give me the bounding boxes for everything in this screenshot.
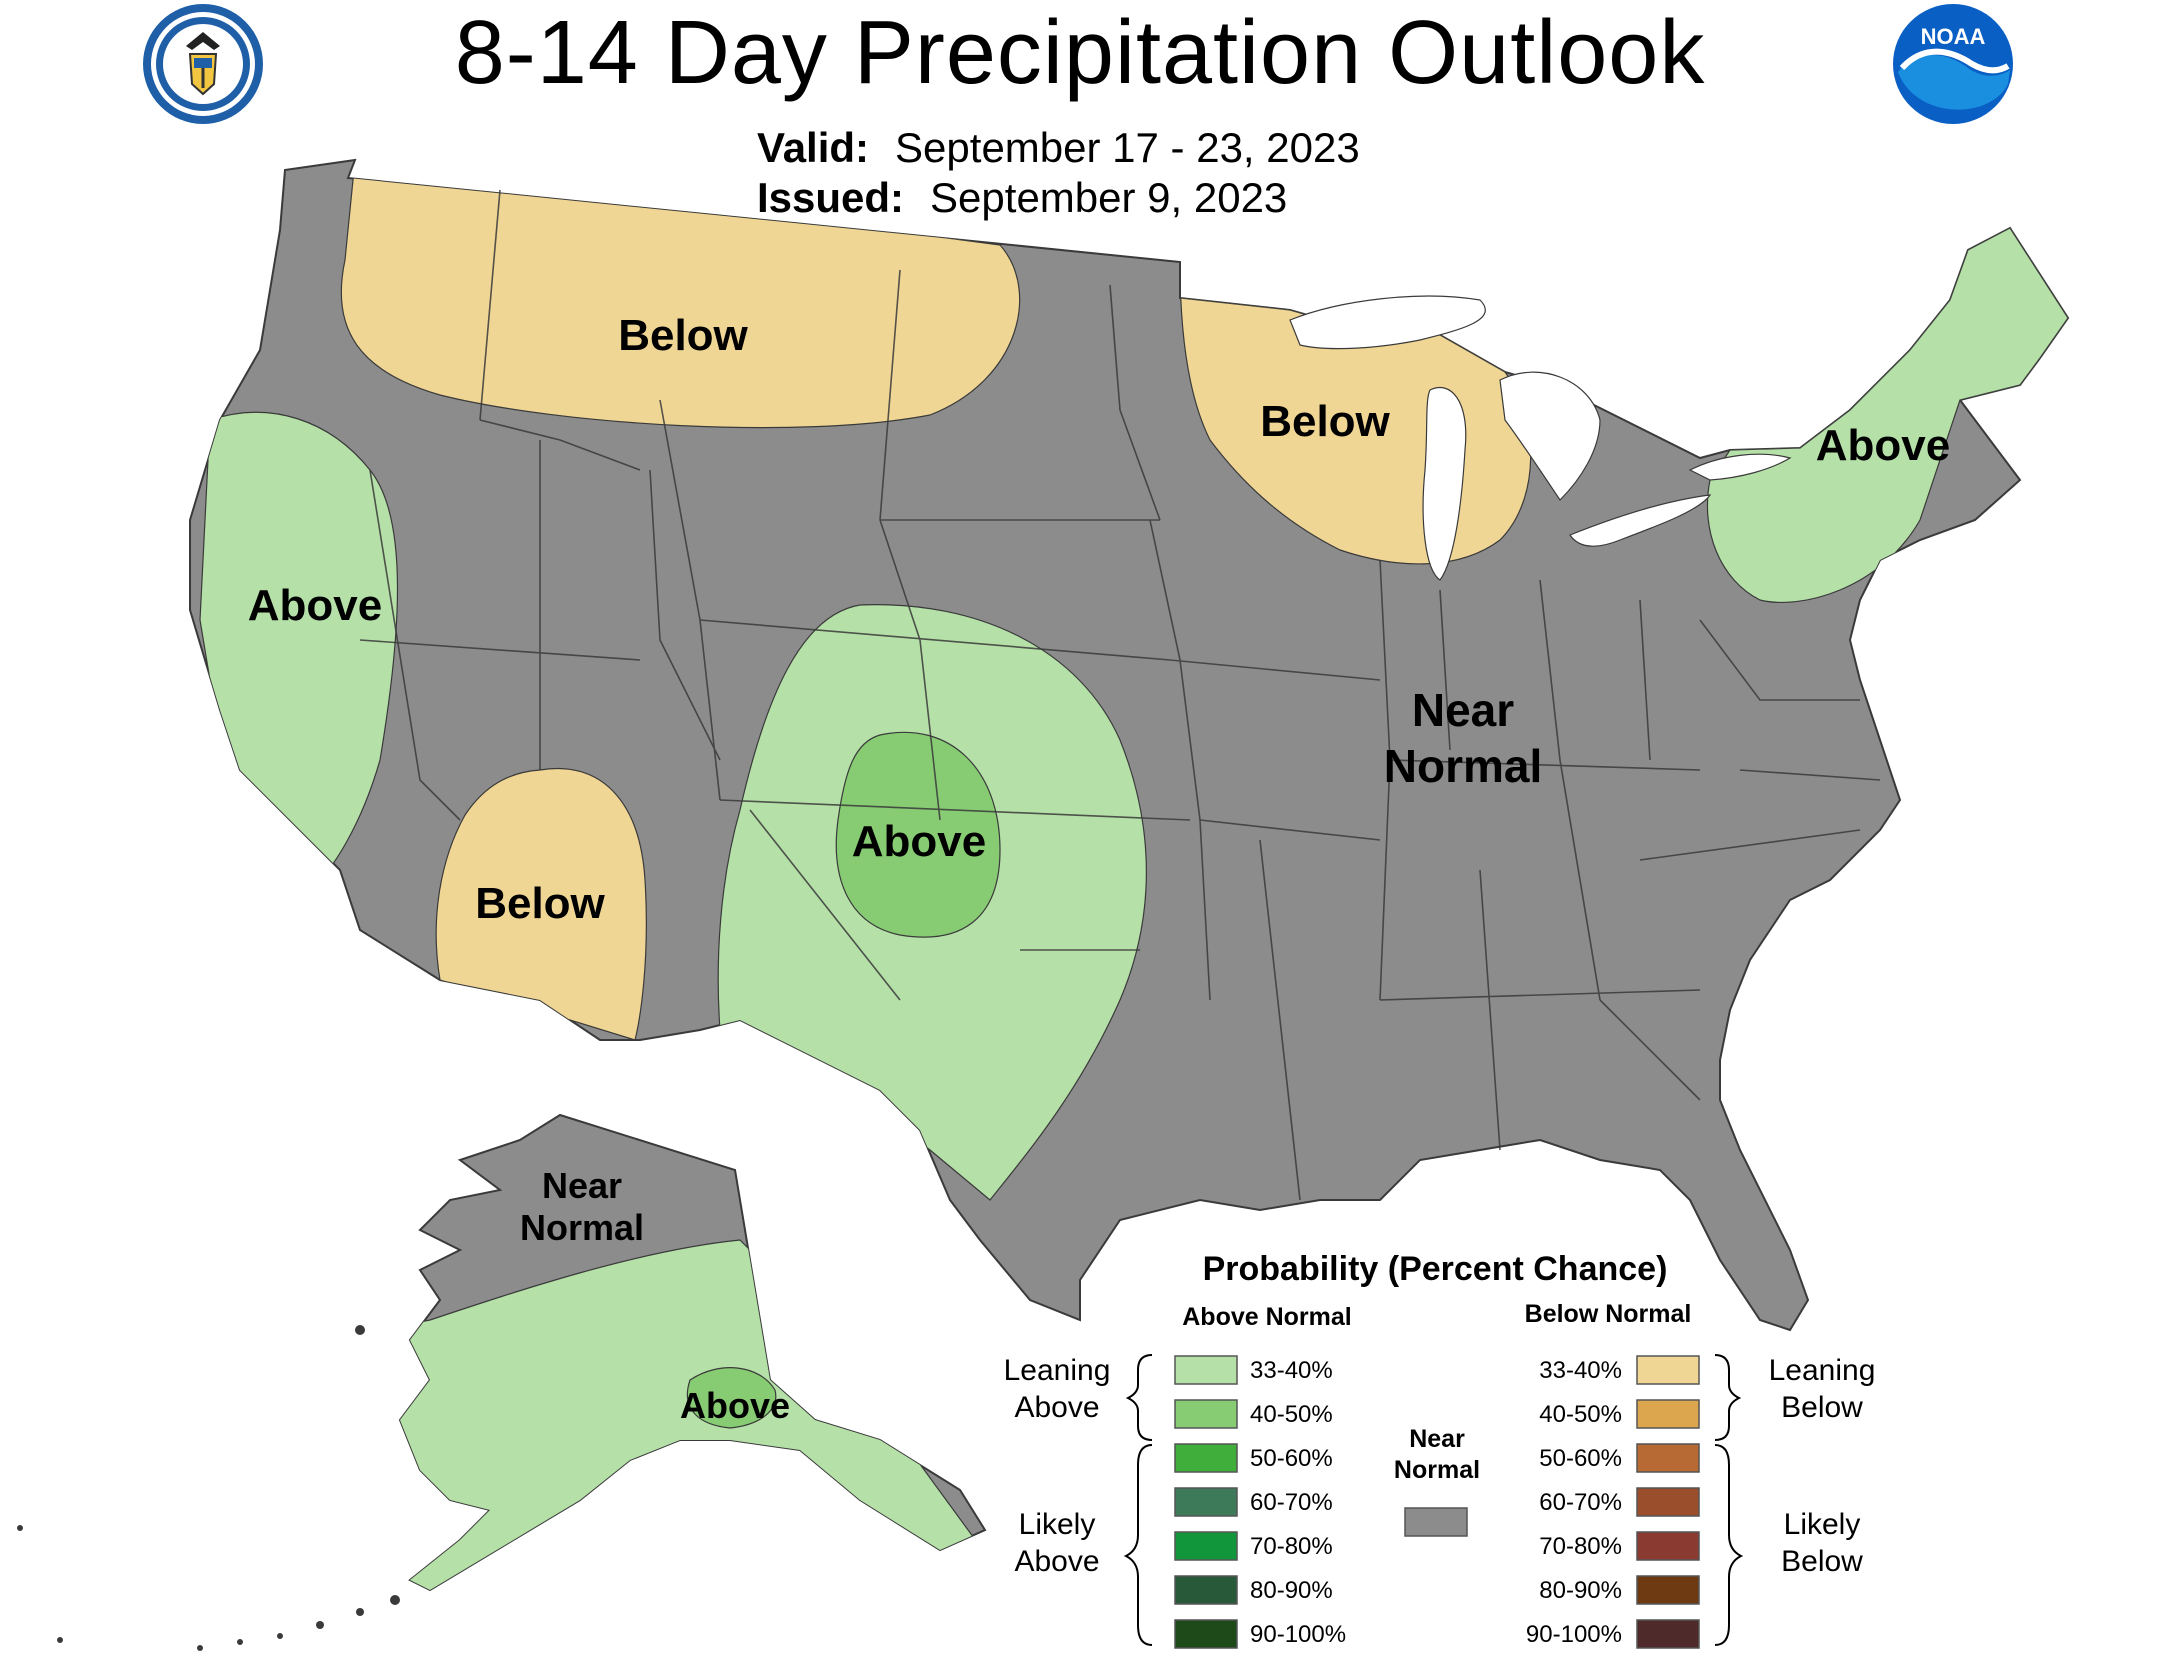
legend-likely-below-line1: Likely bbox=[1784, 1508, 1861, 1541]
west-coast-above-region bbox=[199, 411, 399, 881]
below-swatch-label-0: 33-40% bbox=[1539, 1357, 1622, 1384]
label-near-normal-line1: Near bbox=[1412, 684, 1514, 736]
great-lakes bbox=[1289, 295, 1792, 581]
above-swatch-label-0: 33-40% bbox=[1250, 1357, 1333, 1384]
below-swatch-label-2: 50-60% bbox=[1539, 1445, 1622, 1472]
noaa-logo-text: NOAA bbox=[1921, 24, 1986, 49]
below-swatch-5 bbox=[1636, 1575, 1700, 1605]
legend-title: Probability (Percent Chance) bbox=[1203, 1250, 1668, 1288]
legend-leaning-above-line1: Leaning bbox=[1004, 1354, 1111, 1387]
label-alaska-near-line2: Normal bbox=[520, 1207, 644, 1248]
northeast-above-region bbox=[1706, 227, 2068, 603]
label-central-above: Above bbox=[852, 817, 986, 866]
legend-above-header: Above Normal bbox=[1182, 1303, 1351, 1331]
label-west-above: Above bbox=[248, 581, 382, 630]
label-northwest-below: Below bbox=[618, 311, 748, 360]
above-swatch-2 bbox=[1174, 1443, 1238, 1473]
legend-likely-above-line1: Likely bbox=[1019, 1508, 1096, 1541]
commerce-seal-icon bbox=[143, 4, 263, 124]
alaska-above-core-region bbox=[686, 1367, 777, 1429]
legend-near-normal-swatch bbox=[1404, 1507, 1468, 1537]
above-swatch-5 bbox=[1174, 1575, 1238, 1605]
brace-likely-below bbox=[1714, 1444, 1744, 1646]
issued-value: September 9, 2023 bbox=[930, 174, 1288, 221]
below-swatch-label-3: 60-70% bbox=[1539, 1489, 1622, 1516]
below-swatch-0 bbox=[1636, 1355, 1700, 1385]
legend-below-header: Below Normal bbox=[1525, 1300, 1692, 1328]
above-swatch-4 bbox=[1174, 1531, 1238, 1561]
label-alaska-near-line1: Near bbox=[542, 1165, 622, 1206]
below-swatch-3 bbox=[1636, 1487, 1700, 1517]
valid-value: September 17 - 23, 2023 bbox=[895, 124, 1360, 171]
above-swatch-label-1: 40-50% bbox=[1250, 1401, 1333, 1428]
region-labels: Below Above Below Above Below Above Near… bbox=[248, 311, 1950, 1426]
valid-label: Valid: bbox=[757, 124, 870, 171]
label-near-normal-line2: Normal bbox=[1384, 740, 1542, 792]
below-swatch-label-1: 40-50% bbox=[1539, 1401, 1622, 1428]
brace-leaning-above bbox=[1125, 1354, 1153, 1441]
legend-leaning-below-line2: Below bbox=[1781, 1391, 1863, 1424]
label-alaska-above: Above bbox=[680, 1385, 790, 1426]
state-borders bbox=[359, 189, 1881, 1201]
brace-likely-above bbox=[1123, 1444, 1153, 1646]
legend-likely-below-line2: Below bbox=[1781, 1545, 1863, 1578]
above-swatch-label-6: 90-100% bbox=[1250, 1621, 1346, 1648]
label-northeast-above: Above bbox=[1816, 421, 1950, 470]
above-swatch-label-2: 50-60% bbox=[1250, 1445, 1333, 1472]
label-great-lakes-below: Below bbox=[1260, 397, 1390, 446]
above-swatch-label-3: 60-70% bbox=[1250, 1489, 1333, 1516]
label-southwest-below: Below bbox=[475, 879, 605, 928]
below-swatch-label-6: 90-100% bbox=[1526, 1621, 1622, 1648]
above-swatch-label-5: 80-90% bbox=[1250, 1577, 1333, 1604]
legend-likely-above-line2: Above bbox=[1014, 1545, 1099, 1578]
above-swatch-1 bbox=[1174, 1399, 1238, 1429]
legend-near-normal-line2: Normal bbox=[1394, 1456, 1480, 1484]
legend-above-swatches: 33-40% 40-50% 50-60% 60-70% 70-80% 80-90% 90-1… bbox=[1174, 1355, 1346, 1649]
legend-below-swatches: 33-40% 40-50% 50-60% 60-70% 70-80% 80-90% 90-1… bbox=[1526, 1355, 1700, 1649]
valid-dates: Valid: September 17 - 23, 2023 bbox=[757, 124, 1360, 172]
below-swatch-2 bbox=[1636, 1443, 1700, 1473]
below-swatch-4 bbox=[1636, 1531, 1700, 1561]
above-swatch-label-4: 70-80% bbox=[1250, 1533, 1333, 1560]
above-swatch-6 bbox=[1174, 1619, 1238, 1649]
page-title: 8-14 Day Precipitation Outlook bbox=[454, 3, 1706, 103]
below-swatch-label-4: 70-80% bbox=[1539, 1533, 1622, 1560]
above-swatch-0 bbox=[1174, 1355, 1238, 1385]
aleutian-islands bbox=[17, 1325, 400, 1651]
issued-date: Issued: September 9, 2023 bbox=[757, 174, 1287, 222]
below-swatch-label-5: 80-90% bbox=[1539, 1577, 1622, 1604]
legend-leaning-above-line2: Above bbox=[1014, 1391, 1099, 1424]
northwest-below-region bbox=[340, 160, 1021, 429]
issued-label: Issued: bbox=[757, 174, 905, 221]
above-swatch-3 bbox=[1174, 1487, 1238, 1517]
legend-near-normal-line1: Near bbox=[1409, 1425, 1465, 1453]
southwest-below-region bbox=[435, 768, 647, 1041]
legend-leaning-below-line1: Leaning bbox=[1769, 1354, 1876, 1387]
below-swatch-1 bbox=[1636, 1399, 1700, 1429]
central-above-core-region bbox=[835, 731, 1001, 938]
below-swatch-6 bbox=[1636, 1619, 1700, 1649]
brace-leaning-below bbox=[1714, 1354, 1742, 1441]
noaa-logo-icon: NOAA bbox=[1893, 4, 2013, 124]
legend: Probability (Percent Chance) Above Norma… bbox=[1004, 1250, 1876, 1649]
